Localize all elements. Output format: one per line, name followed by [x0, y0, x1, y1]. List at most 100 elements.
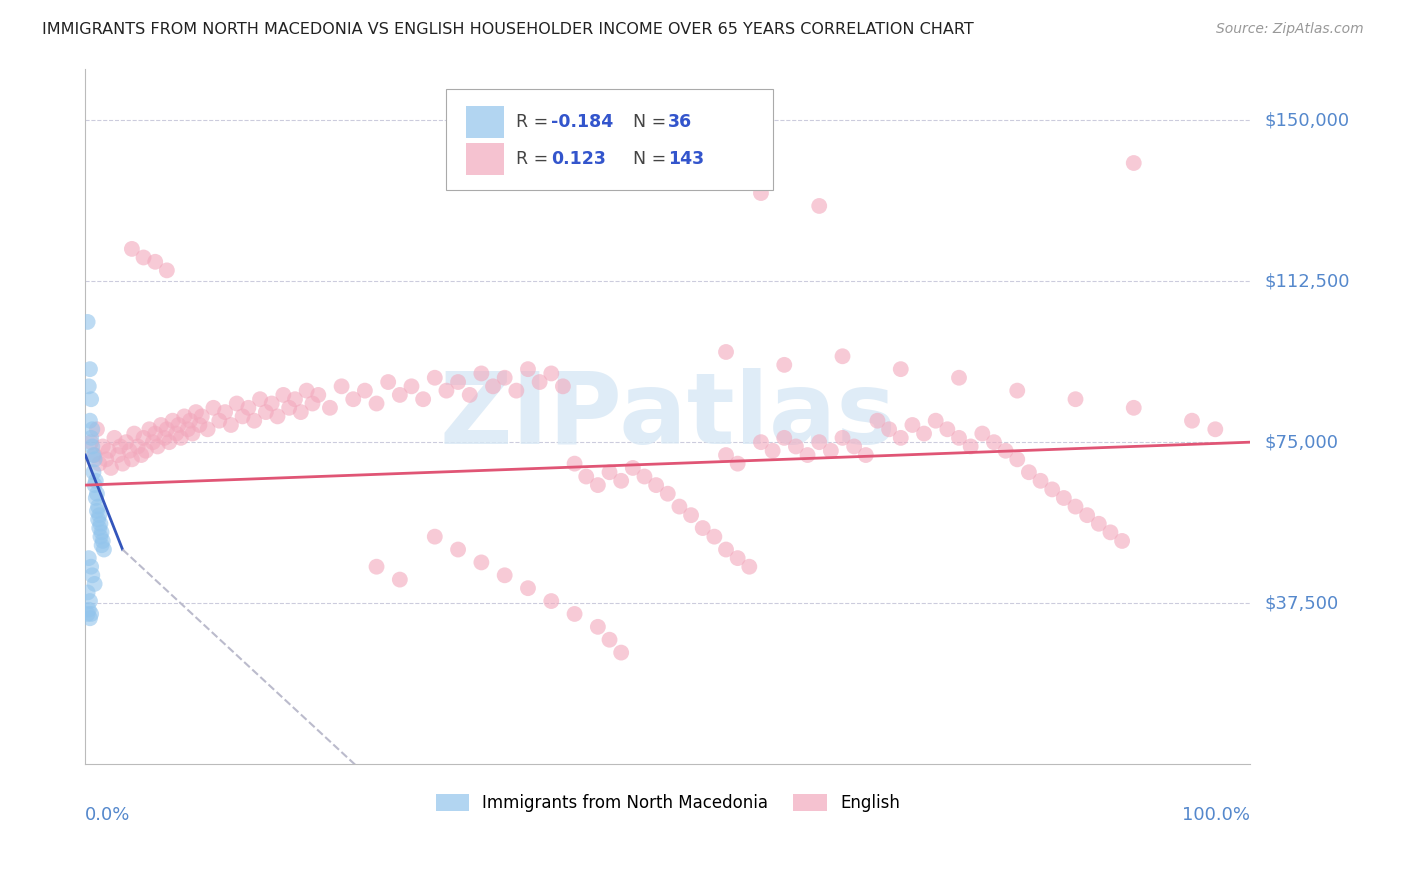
Point	[447, 542, 470, 557]
Point	[197, 422, 219, 436]
Point	[80, 559, 103, 574]
Point	[84, 491, 107, 505]
Point	[76, 315, 98, 329]
Point	[692, 521, 714, 535]
Point	[170, 431, 193, 445]
Point	[202, 401, 225, 415]
Point	[84, 474, 107, 488]
Point	[87, 512, 110, 526]
Point	[517, 362, 540, 376]
Point	[714, 542, 737, 557]
Text: R =: R =	[516, 150, 554, 168]
Point	[762, 443, 785, 458]
Point	[401, 379, 423, 393]
Text: -0.184: -0.184	[551, 113, 613, 131]
Point	[1122, 156, 1144, 170]
Point	[87, 500, 110, 514]
Point	[599, 632, 621, 647]
Point	[1088, 516, 1111, 531]
Point	[238, 401, 260, 415]
Point	[714, 345, 737, 359]
Point	[91, 533, 114, 548]
Point	[89, 521, 111, 535]
Legend: Immigrants from North Macedonia, English: Immigrants from North Macedonia, English	[429, 787, 907, 819]
Point	[208, 414, 231, 428]
Point	[366, 396, 388, 410]
Point	[564, 607, 586, 621]
Point	[948, 431, 970, 445]
Point	[142, 435, 165, 450]
Point	[1053, 491, 1076, 505]
Point	[82, 448, 104, 462]
Point	[90, 525, 112, 540]
Point	[266, 409, 288, 424]
Point	[342, 392, 364, 407]
Point	[773, 431, 796, 445]
Point	[529, 375, 551, 389]
Point	[77, 602, 100, 616]
Point	[564, 457, 586, 471]
Point	[284, 392, 307, 407]
Point	[994, 443, 1017, 458]
Point	[1007, 384, 1029, 398]
Point	[423, 370, 446, 384]
Point	[738, 559, 761, 574]
Point	[86, 486, 108, 500]
Point	[844, 440, 866, 454]
Point	[79, 414, 101, 428]
Point	[129, 448, 152, 462]
Point	[586, 478, 609, 492]
Point	[714, 448, 737, 462]
Point	[156, 263, 179, 277]
Text: 0.0%: 0.0%	[86, 806, 131, 824]
Point	[820, 443, 842, 458]
Point	[610, 646, 633, 660]
Point	[82, 465, 104, 479]
Bar	[467, 144, 503, 175]
Point	[773, 358, 796, 372]
Text: 36: 36	[668, 113, 692, 131]
Point	[127, 440, 149, 454]
Text: $37,500: $37,500	[1264, 594, 1339, 612]
Point	[179, 414, 201, 428]
Point	[181, 426, 204, 441]
Point	[80, 607, 103, 621]
Point	[89, 508, 111, 523]
Point	[143, 426, 166, 441]
Point	[295, 384, 318, 398]
Point	[249, 392, 271, 407]
Point	[633, 469, 655, 483]
Point	[681, 508, 703, 523]
Point	[97, 443, 120, 458]
Point	[890, 431, 912, 445]
Point	[808, 435, 831, 450]
Point	[668, 500, 690, 514]
Point	[1181, 414, 1204, 428]
Point	[89, 516, 111, 531]
Point	[494, 370, 516, 384]
Point	[1111, 533, 1133, 548]
Point	[482, 379, 505, 393]
Point	[703, 530, 725, 544]
Point	[278, 401, 301, 415]
Point	[470, 367, 492, 381]
Point	[79, 362, 101, 376]
Point	[1029, 474, 1052, 488]
Point	[330, 379, 353, 393]
Point	[77, 379, 100, 393]
Text: N =: N =	[633, 113, 672, 131]
Point	[936, 422, 959, 436]
Point	[301, 396, 323, 410]
Text: $150,000: $150,000	[1264, 112, 1350, 129]
Point	[260, 396, 283, 410]
Point	[1064, 500, 1087, 514]
Point	[76, 585, 98, 599]
Point	[138, 422, 160, 436]
Point	[551, 379, 574, 393]
Point	[82, 422, 104, 436]
Point	[1064, 392, 1087, 407]
Point	[423, 530, 446, 544]
Point	[82, 440, 104, 454]
Point	[83, 478, 105, 492]
Point	[150, 417, 173, 432]
